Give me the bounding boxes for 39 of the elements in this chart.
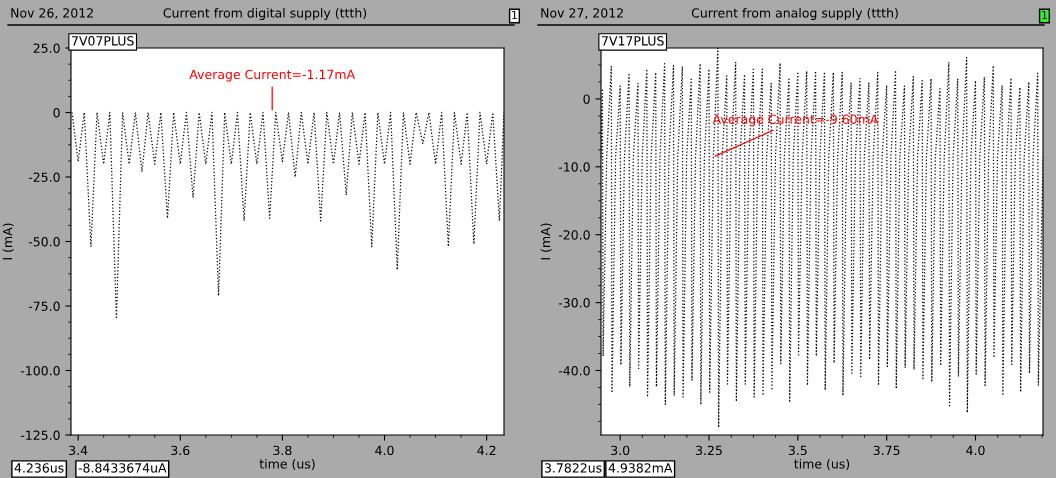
y-axis-title: I (mA) (2, 223, 14, 260)
x-axis-title: time (us) (794, 458, 850, 471)
text: 7V07PLUS (72, 36, 134, 46)
text: 1 (1042, 10, 1047, 20)
y-tick-label: 0 (53, 107, 60, 118)
x-tick-label: 3.4 (69, 445, 88, 456)
text: 4.9382mA (608, 463, 673, 473)
x-axis-title: time (us) (259, 458, 315, 471)
x-tick-label: 4.0 (966, 445, 985, 456)
y-tick-label: 0 (583, 94, 590, 104)
y-tick-label: -75.0 (28, 301, 60, 311)
x-tick-label: 3.75 (873, 445, 900, 456)
y-tick-label: -125.0 (20, 430, 60, 440)
chart-title: Current from digital supply (ttth) (163, 7, 367, 21)
text: 1 (512, 10, 517, 20)
x-tick-label: 3.8 (273, 445, 292, 456)
x-tick-label: 4.2 (477, 445, 496, 455)
y-tick-label: -30.0 (558, 298, 590, 308)
x-tick-label: 3.0 (611, 445, 630, 456)
y-tick-label: -20.0 (558, 230, 590, 240)
text: 4.236us (14, 463, 64, 473)
text: Nov 27, 2012 (541, 8, 623, 19)
annotation: Average Current=-1.17mA (189, 69, 355, 82)
x-tick-label: 3.25 (696, 445, 722, 456)
text: 3.7822us (544, 463, 602, 473)
series-label: 7V17PLUS (602, 36, 664, 46)
y-tick-label: -50.0 (28, 236, 60, 247)
chart-title: Current from analog supply (ttth) (691, 7, 898, 21)
text: -8.8433674uA (78, 463, 167, 473)
x-tick-label: 4.0 (375, 445, 394, 456)
text: Nov 26, 2012 (11, 8, 93, 19)
y-tick-label: -40.0 (558, 365, 590, 376)
x-tick-label: 3.5 (788, 445, 807, 456)
x-tick-label: 3.6 (171, 445, 190, 456)
y-tick-label: -25.0 (28, 172, 60, 182)
y-tick-label: 25.0 (33, 43, 60, 53)
y-tick-label: -10.0 (558, 162, 590, 172)
y-tick-label: -100.0 (20, 365, 60, 376)
y-axis-title: I (mA) (540, 223, 552, 260)
